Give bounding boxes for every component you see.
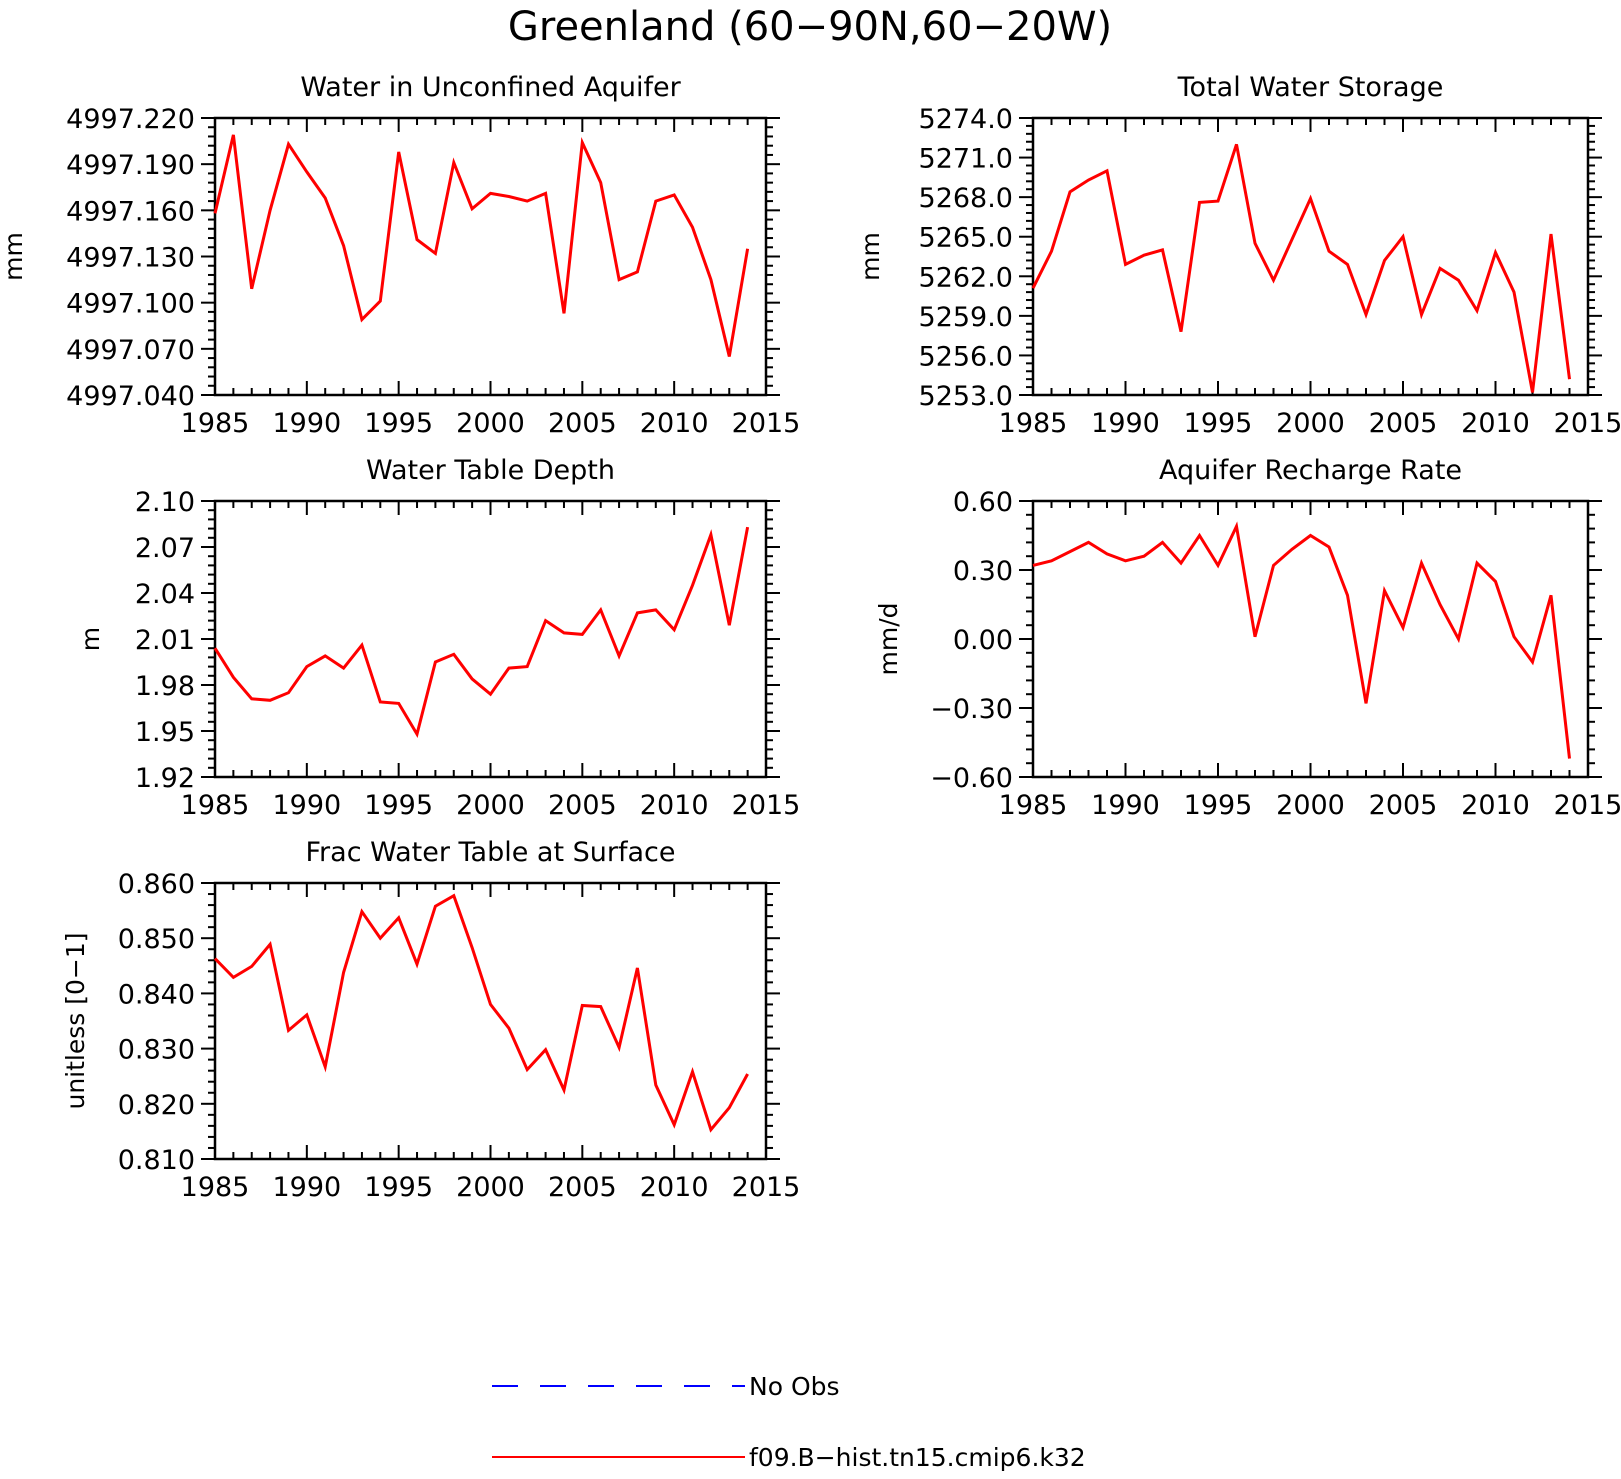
y-axis-label: m (76, 627, 105, 651)
x-tick-label: 2000 (456, 1172, 525, 1203)
y-tick-label: 0.840 (118, 979, 195, 1010)
y-tick-label: 4997.130 (66, 243, 195, 274)
x-tick-label: 1990 (272, 408, 341, 439)
y-tick-label: 5253.0 (919, 381, 1013, 412)
y-tick-label: 2.07 (135, 533, 195, 564)
legend: No Obs f09.B−hist.tn15.cmip6.k32 (492, 1372, 1086, 1472)
x-tick-label: 1985 (181, 408, 250, 439)
figure-title: Greenland (60−90N,60−20W) (508, 4, 1112, 50)
y-tick-label: 1.95 (135, 717, 195, 748)
x-tick-label: 2010 (1461, 408, 1530, 439)
y-axis-label: mm (0, 232, 28, 281)
x-tick-label: 2000 (456, 790, 525, 821)
x-tick-label: 2000 (1276, 408, 1345, 439)
y-tick-label: 4997.160 (66, 196, 195, 227)
x-tick-label: 2005 (548, 1172, 617, 1203)
y-tick-label: 4997.040 (66, 381, 195, 412)
y-tick-label: 0.820 (118, 1090, 195, 1121)
plot-frame (1031, 499, 1590, 779)
panel-title: Water Table Depth (366, 455, 615, 486)
y-tick-label: 4997.070 (66, 335, 195, 366)
x-tick-label: 2010 (1461, 790, 1530, 821)
legend-label-2: f09.B−hist.tn15.cmip6.k32 (749, 1443, 1086, 1472)
y-tick-label: 5265.0 (919, 223, 1013, 254)
x-tick-label: 2015 (732, 790, 801, 821)
y-tick-label: 0.00 (953, 625, 1013, 656)
y-tick-label: 2.01 (135, 625, 195, 656)
x-tick-label: 2010 (640, 1172, 709, 1203)
y-tick-label: 0.830 (118, 1035, 195, 1066)
series-line (1032, 521, 1571, 759)
x-tick-label: 1995 (364, 790, 433, 821)
x-tick-label: 1990 (1091, 408, 1160, 439)
y-tick-label: −0.60 (930, 763, 1013, 794)
series-line (213, 134, 750, 357)
x-tick-label: 1985 (181, 1172, 250, 1203)
series-line (1031, 143, 1571, 393)
panel-3: Water Table Depth 1985 1990 1995 2000 2005 201… (76, 455, 800, 821)
x-tick-label: 2005 (548, 408, 617, 439)
panels: Water in Unconfined Aquifer 1985 1990 1995 2… (0, 72, 1621, 1203)
x-tick-label: 2015 (1554, 790, 1621, 821)
y-axis-label: mm (856, 232, 885, 281)
y-tick-label: 5271.0 (919, 144, 1013, 175)
y-axis-label: mm/d (874, 603, 903, 676)
panel-title: Water in Unconfined Aquifer (300, 72, 681, 103)
x-tick-label: 1995 (364, 408, 433, 439)
y-tick-label: 4997.100 (66, 289, 195, 320)
y-tick-label: 0.850 (118, 924, 195, 955)
y-tick-label: 5262.0 (919, 262, 1013, 293)
x-tick-label: 1990 (1091, 790, 1160, 821)
x-tick-label: 1995 (1184, 408, 1253, 439)
panel-1: Water in Unconfined Aquifer 1985 1990 1995 2… (0, 72, 800, 439)
x-tick-label: 1985 (999, 790, 1068, 821)
y-axis-label: unitless [0−1] (61, 932, 90, 1109)
x-tick-label: 2005 (1369, 408, 1438, 439)
y-tick-label: 0.60 (953, 487, 1013, 518)
x-tick-label: 1990 (272, 790, 341, 821)
x-tick-label: 2015 (732, 408, 801, 439)
y-tick-label: 1.92 (135, 763, 195, 794)
y-tick-label: 5259.0 (919, 302, 1013, 333)
legend-label-1: No Obs (749, 1372, 840, 1401)
plot-frame (1031, 116, 1590, 397)
panel-4: Aquifer Recharge Rate 1985 1990 1995 2000 200… (874, 455, 1621, 821)
y-tick-label: −0.30 (930, 694, 1013, 725)
x-tick-label: 2005 (1369, 790, 1438, 821)
x-tick-label: 1995 (364, 1172, 433, 1203)
y-tick-label: 2.04 (135, 579, 195, 610)
panel-title: Aquifer Recharge Rate (1159, 455, 1462, 486)
x-tick-label: 1985 (999, 408, 1068, 439)
panel-2: Total Water Storage 1985 1990 1995 2000 2005 2… (856, 72, 1621, 439)
y-tick-label: 0.810 (118, 1145, 195, 1176)
y-tick-label: 5268.0 (919, 183, 1013, 214)
panel-title: Total Water Storage (1177, 72, 1444, 103)
y-tick-label: 0.860 (118, 869, 195, 900)
series-line (213, 893, 749, 1133)
y-tick-label: 4997.190 (66, 150, 195, 181)
x-tick-label: 1995 (1184, 790, 1253, 821)
x-tick-label: 2000 (456, 408, 525, 439)
x-tick-label: 2005 (548, 790, 617, 821)
panel-5: Frac Water Table at Surface 1985 1990 1995 2… (61, 837, 800, 1203)
y-tick-label: 4997.220 (66, 104, 195, 135)
panel-title: Frac Water Table at Surface (305, 837, 675, 868)
y-tick-label: 5274.0 (919, 104, 1013, 135)
x-tick-label: 2010 (640, 790, 709, 821)
x-tick-label: 2015 (1554, 408, 1621, 439)
plot-frame (213, 499, 768, 779)
x-tick-label: 2010 (640, 408, 709, 439)
x-tick-label: 2000 (1276, 790, 1345, 821)
x-tick-label: 1990 (272, 1172, 341, 1203)
y-tick-label: 0.30 (953, 556, 1013, 587)
y-tick-label: 2.10 (135, 487, 195, 518)
y-tick-label: 1.98 (135, 671, 195, 702)
x-tick-label: 1985 (181, 790, 250, 821)
x-tick-label: 2015 (732, 1172, 801, 1203)
y-tick-label: 5256.0 (919, 341, 1013, 372)
series-line (213, 526, 750, 738)
